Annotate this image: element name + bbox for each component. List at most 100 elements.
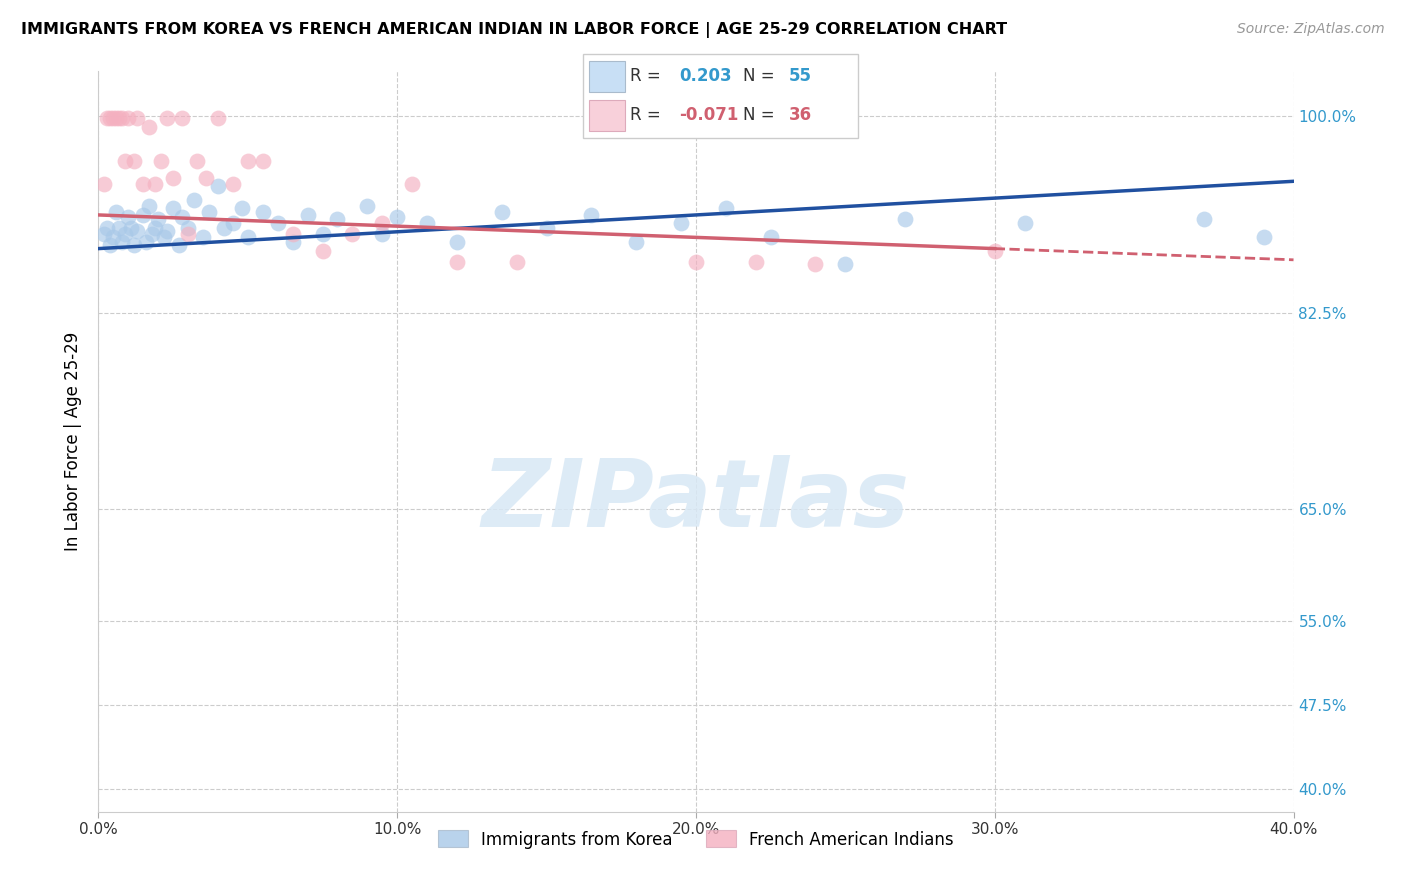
Point: [138, 199, 160, 213]
FancyBboxPatch shape: [589, 100, 624, 130]
Point: [148, 212, 170, 227]
Point: [581, 208, 603, 222]
Point: [172, 210, 194, 224]
Point: [177, 227, 200, 241]
Point: [138, 120, 160, 135]
Point: [141, 227, 163, 241]
Text: 36: 36: [789, 106, 813, 124]
Point: [506, 255, 529, 269]
Y-axis label: In Labor Force | Age 25-29: In Labor Force | Age 25-29: [65, 332, 83, 551]
Point: [252, 204, 274, 219]
Point: [326, 212, 349, 227]
Point: [191, 230, 214, 244]
Point: [222, 177, 245, 191]
Point: [103, 230, 125, 244]
Point: [93, 177, 115, 191]
Point: [714, 201, 737, 215]
Point: [108, 221, 131, 235]
Point: [172, 112, 194, 126]
Point: [297, 208, 319, 222]
Point: [236, 154, 259, 169]
Point: [342, 227, 364, 241]
Point: [252, 154, 274, 169]
Text: -0.071: -0.071: [679, 106, 738, 124]
Point: [186, 154, 208, 169]
Point: [183, 194, 205, 208]
Point: [96, 112, 118, 126]
Point: [124, 154, 146, 169]
Point: [98, 238, 122, 252]
Point: [356, 199, 378, 213]
Point: [127, 224, 149, 238]
Point: [167, 238, 190, 252]
Text: R =: R =: [630, 68, 661, 86]
Point: [626, 235, 648, 249]
Point: [281, 235, 304, 249]
Point: [135, 235, 157, 249]
Point: [117, 210, 139, 224]
Point: [96, 221, 118, 235]
Point: [117, 112, 139, 126]
Point: [416, 216, 439, 230]
Point: [1014, 216, 1036, 230]
Point: [98, 112, 122, 126]
Point: [834, 257, 856, 271]
Point: [385, 210, 409, 224]
Text: IMMIGRANTS FROM KOREA VS FRENCH AMERICAN INDIAN IN LABOR FORCE | AGE 25-29 CORRE: IMMIGRANTS FROM KOREA VS FRENCH AMERICAN…: [21, 22, 1007, 38]
Point: [150, 154, 173, 169]
Point: [236, 230, 259, 244]
Point: [669, 216, 692, 230]
Point: [491, 204, 513, 219]
Point: [114, 154, 136, 169]
Point: [114, 227, 136, 241]
Point: [195, 170, 218, 185]
Point: [162, 170, 184, 185]
Point: [222, 216, 245, 230]
Point: [111, 112, 134, 126]
Point: [108, 112, 131, 126]
FancyBboxPatch shape: [589, 62, 624, 92]
Point: [162, 201, 184, 215]
Point: [1253, 230, 1275, 244]
Point: [127, 112, 149, 126]
Point: [207, 112, 229, 126]
Point: [281, 227, 304, 241]
Point: [759, 230, 782, 244]
Point: [143, 177, 166, 191]
Point: [124, 238, 146, 252]
Point: [231, 201, 253, 215]
Point: [93, 227, 115, 241]
Point: [105, 112, 128, 126]
FancyBboxPatch shape: [583, 54, 858, 138]
Point: [132, 208, 155, 222]
Point: [1192, 212, 1215, 227]
Point: [198, 204, 221, 219]
Point: [156, 112, 179, 126]
Point: [894, 212, 917, 227]
Point: [745, 255, 768, 269]
Point: [212, 221, 235, 235]
Point: [311, 227, 333, 241]
Point: [371, 227, 394, 241]
Point: [156, 224, 179, 238]
Text: 55: 55: [789, 68, 813, 86]
Point: [111, 235, 134, 249]
Point: [105, 204, 128, 219]
Text: ZIPatlas: ZIPatlas: [482, 455, 910, 547]
Point: [153, 230, 176, 244]
Text: Source: ZipAtlas.com: Source: ZipAtlas.com: [1237, 22, 1385, 37]
Point: [371, 216, 394, 230]
Point: [267, 216, 290, 230]
Point: [536, 221, 558, 235]
Point: [143, 221, 166, 235]
Point: [120, 221, 142, 235]
Text: 0.203: 0.203: [679, 68, 733, 86]
Point: [401, 177, 423, 191]
Point: [446, 235, 468, 249]
Point: [103, 112, 125, 126]
Point: [984, 244, 1007, 258]
Point: [177, 221, 200, 235]
Text: N =: N =: [742, 68, 775, 86]
Point: [207, 178, 229, 193]
Legend: Immigrants from Korea, French American Indians: Immigrants from Korea, French American I…: [432, 823, 960, 855]
